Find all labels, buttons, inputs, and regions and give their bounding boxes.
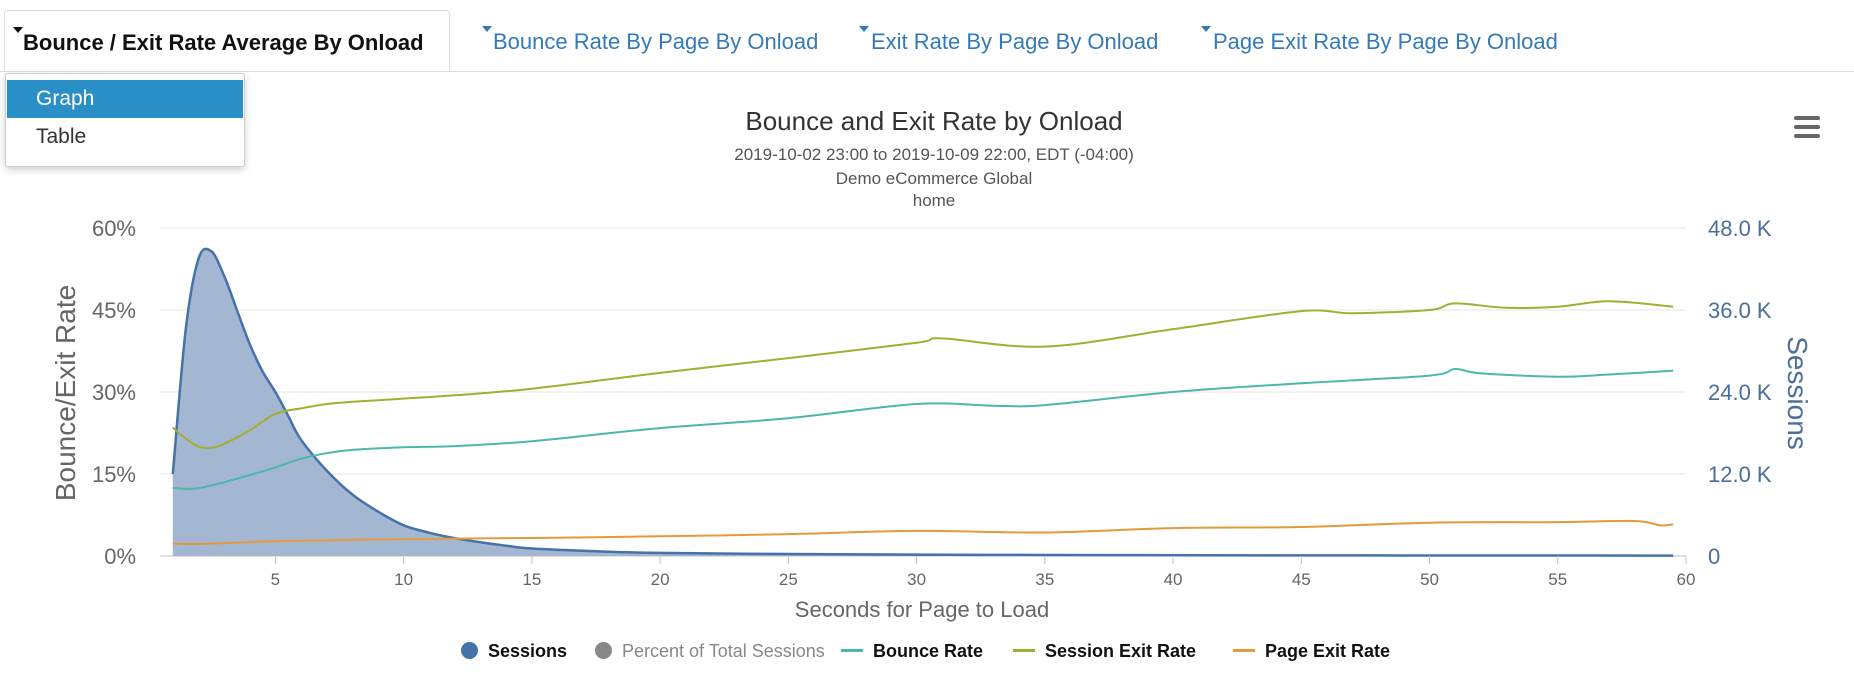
y-right-tick-label: 48.0 K: [1708, 216, 1772, 241]
legend-label: Page Exit Rate: [1265, 641, 1391, 661]
y-left-tick-label: 30%: [92, 380, 136, 405]
y-right-tick-label: 0: [1708, 544, 1720, 569]
x-tick-label: 60: [1677, 570, 1696, 589]
y-axis-left-title: Bounce/Exit Rate: [50, 285, 81, 501]
x-tick-label: 25: [779, 570, 798, 589]
chart-subtitle-date: 2019-10-02 23:00 to 2019-10-09 22:00, ED…: [734, 145, 1133, 164]
legend-label: Sessions: [488, 641, 568, 661]
x-tick-label: 20: [651, 570, 670, 589]
y-left-tick-label: 60%: [92, 216, 136, 241]
caret-down-icon: [13, 27, 23, 33]
series-page-exit-rate: [172, 519, 1674, 546]
y-left-tick-label: 15%: [92, 462, 136, 487]
x-tick-label: 35: [1035, 570, 1054, 589]
legend-label: Bounce Rate: [873, 641, 984, 661]
chart: Bounce and Exit Rate by Onload 2019-10-0…: [50, 106, 1813, 622]
caret-down-icon: [859, 26, 869, 32]
tab-label: Bounce Rate By Page By Onload: [493, 29, 819, 54]
chart-legend: Sessions Percent of Total Sessions Bounc…: [446, 630, 1421, 672]
series-sessions: [171, 247, 1674, 557]
y-right-tick-label: 24.0 K: [1708, 380, 1772, 405]
grid-lines: [160, 227, 1686, 557]
x-tick-label: 55: [1548, 570, 1567, 589]
x-axis-title: Seconds for Page to Load: [795, 597, 1049, 622]
dropdown-item-graph[interactable]: Graph: [7, 80, 243, 118]
tab-bounce-exit-average[interactable]: Bounce / Exit Rate Average By Onload: [4, 10, 450, 71]
chart-subtitle-site: Demo eCommerce Global: [836, 169, 1033, 188]
x-tick-label: 45: [1292, 570, 1311, 589]
tab-label: Exit Rate By Page By Onload: [871, 29, 1159, 54]
tab-exit-rate-by-page[interactable]: Exit Rate By Page By Onload: [852, 10, 1192, 71]
caret-down-icon: [1201, 26, 1211, 32]
y-right-tick-label: 36.0 K: [1708, 298, 1772, 323]
tab-label: Bounce / Exit Rate Average By Onload: [23, 30, 424, 55]
dropdown-item-table[interactable]: Table: [36, 125, 87, 148]
tab-page-exit-rate-by-page[interactable]: Page Exit Rate By Page By Onload: [1195, 10, 1575, 71]
x-tick-label: 15: [522, 570, 541, 589]
legend-marker-page-exit-rate: [1233, 649, 1255, 652]
legend-marker-bounce-rate: [841, 649, 863, 652]
axes-group: 0% 15% 30% 45% 60% 0 12.0 K 24.0 K 36.0 K 48.0 K 5…: [92, 216, 1772, 589]
tab-bar: Bounce / Exit Rate Average By Onload Bou…: [0, 0, 1854, 72]
series-group: [171, 247, 1674, 557]
caret-down-icon: [482, 26, 492, 32]
series-sessions-area: [172, 248, 1674, 556]
series-bounce-rate: [172, 367, 1674, 490]
tab-label: Page Exit Rate By Page By Onload: [1213, 29, 1558, 54]
y-left-tick-label: 45%: [92, 298, 136, 323]
y-left-tick-label: 0%: [104, 544, 136, 569]
view-dropdown-menu: Graph Table: [5, 73, 245, 167]
legend-marker-percent-total: [595, 642, 612, 659]
legend-label: Session Exit Rate: [1045, 641, 1197, 661]
tab-bounce-rate-by-page[interactable]: Bounce Rate By Page By Onload: [474, 10, 834, 71]
legend-marker-session-exit-rate: [1013, 649, 1035, 652]
chart-title: Bounce and Exit Rate by Onload: [745, 106, 1122, 136]
x-tick-label: 50: [1420, 570, 1439, 589]
x-tick-label: 30: [907, 570, 926, 589]
x-tick-label: 40: [1164, 570, 1183, 589]
legend-label: Percent of Total Sessions: [622, 641, 825, 661]
x-tick-label: 10: [394, 570, 413, 589]
tab-bar-divider: [0, 71, 1854, 72]
y-right-tick-label: 12.0 K: [1708, 462, 1772, 487]
y-axis-right-title: Sessions: [1782, 336, 1813, 450]
hamburger-menu-icon[interactable]: [1794, 116, 1822, 140]
x-tick-label: 5: [271, 570, 280, 589]
chart-subtitle-page: home: [913, 191, 956, 210]
legend-marker-sessions: [461, 642, 478, 659]
series-session-exit-rate: [172, 300, 1674, 450]
